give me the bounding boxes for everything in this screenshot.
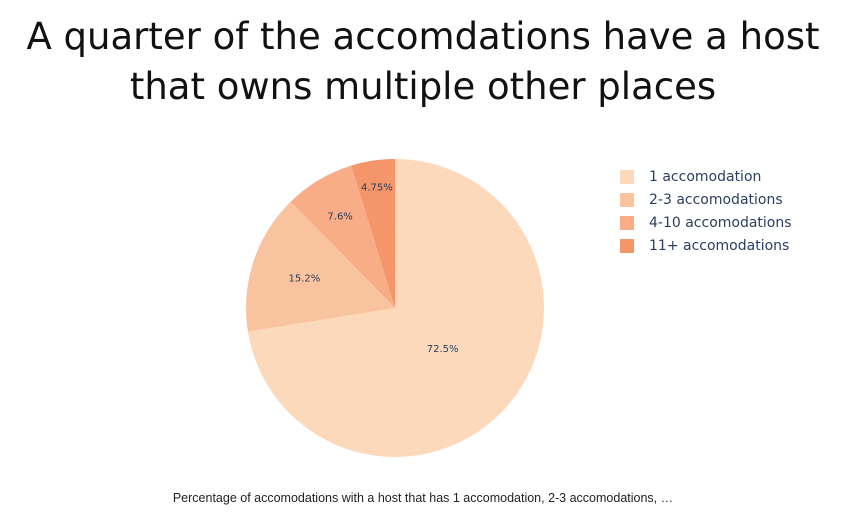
legend-label: 11+ accomodations: [649, 237, 790, 254]
pie-slice-3[interactable]: [351, 159, 395, 308]
chart-title-line-2: that owns multiple other places: [129, 65, 717, 108]
pie-slice-0[interactable]: [247, 159, 544, 457]
legend-item-2-3-accomodations[interactable]: 2-3 accomodations: [620, 188, 792, 211]
legend-label: 1 accomodation: [649, 168, 762, 185]
legend-item-11-plus-accomodations[interactable]: 11+ accomodations: [620, 234, 792, 257]
pie-slice-label-2: 7.6%: [327, 211, 352, 222]
pie-slice-label-1: 15.2%: [289, 274, 321, 285]
legend-item-4-10-accomodations[interactable]: 4-10 accomodations: [620, 211, 792, 234]
chart-caption: Percentage of accomodations with a host …: [172, 491, 674, 505]
legend-swatch: [620, 169, 634, 184]
legend-label: 2-3 accomodations: [649, 191, 783, 208]
chart-title: A quarter of the accomdations have a hos…: [0, 12, 846, 112]
legend-swatch: [620, 238, 634, 253]
legend-label: 4-10 accomodations: [649, 214, 792, 231]
legend-item-1-accomodation[interactable]: 1 accomodation: [620, 165, 792, 188]
pie-slice-label-3: 4.75%: [361, 183, 393, 194]
pie-slice-2[interactable]: [290, 165, 395, 308]
legend-swatch: [620, 215, 634, 230]
legend: 1 accomodation 2-3 accomodations 4-10 ac…: [620, 165, 792, 257]
pie-slice-label-0: 72.5%: [427, 344, 459, 355]
legend-swatch: [620, 192, 634, 207]
chart-title-line-1: A quarter of the accomdations have a hos…: [26, 15, 820, 58]
pie-slice-1[interactable]: [245, 201, 395, 332]
